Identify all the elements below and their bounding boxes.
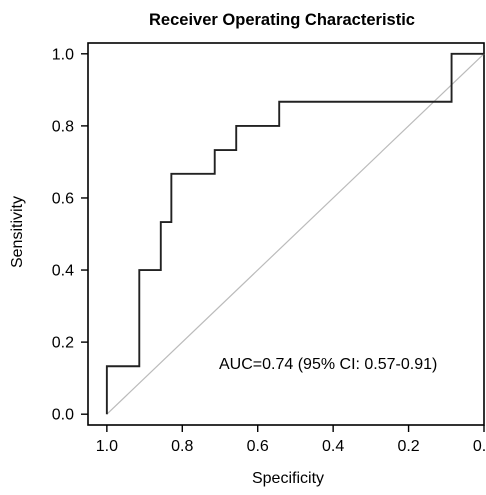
reference-diagonal-line xyxy=(106,53,485,415)
y-axis: 0.0 0.2 0.4 0.6 0.8 1.0 xyxy=(52,46,88,424)
x-tick-label: 0.8 xyxy=(171,438,193,455)
x-tick-label: 0.4 xyxy=(322,438,344,455)
series-layer xyxy=(105,52,484,415)
x-axis: 1.0 0.8 0.6 0.4 0.2 0.0 xyxy=(96,425,486,455)
x-tick-label: 0.2 xyxy=(397,438,419,455)
x-tick-label: 1.0 xyxy=(96,438,118,455)
y-tick-label: 0.6 xyxy=(52,190,74,207)
plot-frame xyxy=(87,42,485,426)
chart-title: Receiver Operating Characteristic xyxy=(149,11,415,29)
y-tick-label: 1.0 xyxy=(52,46,74,63)
x-axis-label: Specificity xyxy=(252,470,324,487)
auc-annotation: AUC=0.74 (95% CI: 0.57-0.91) xyxy=(219,356,437,373)
y-tick-label: 0.2 xyxy=(52,335,74,352)
y-axis-label: Sensitivity xyxy=(9,196,26,268)
y-tick-label: 0.8 xyxy=(52,118,74,135)
y-tick-label: 0.0 xyxy=(52,407,74,424)
x-tick-label: 0.0 xyxy=(473,438,486,455)
reference-line-layer xyxy=(106,53,485,415)
x-tick-label: 0.6 xyxy=(247,438,269,455)
y-tick-label: 0.4 xyxy=(52,263,74,280)
roc-curve-line xyxy=(105,52,484,415)
